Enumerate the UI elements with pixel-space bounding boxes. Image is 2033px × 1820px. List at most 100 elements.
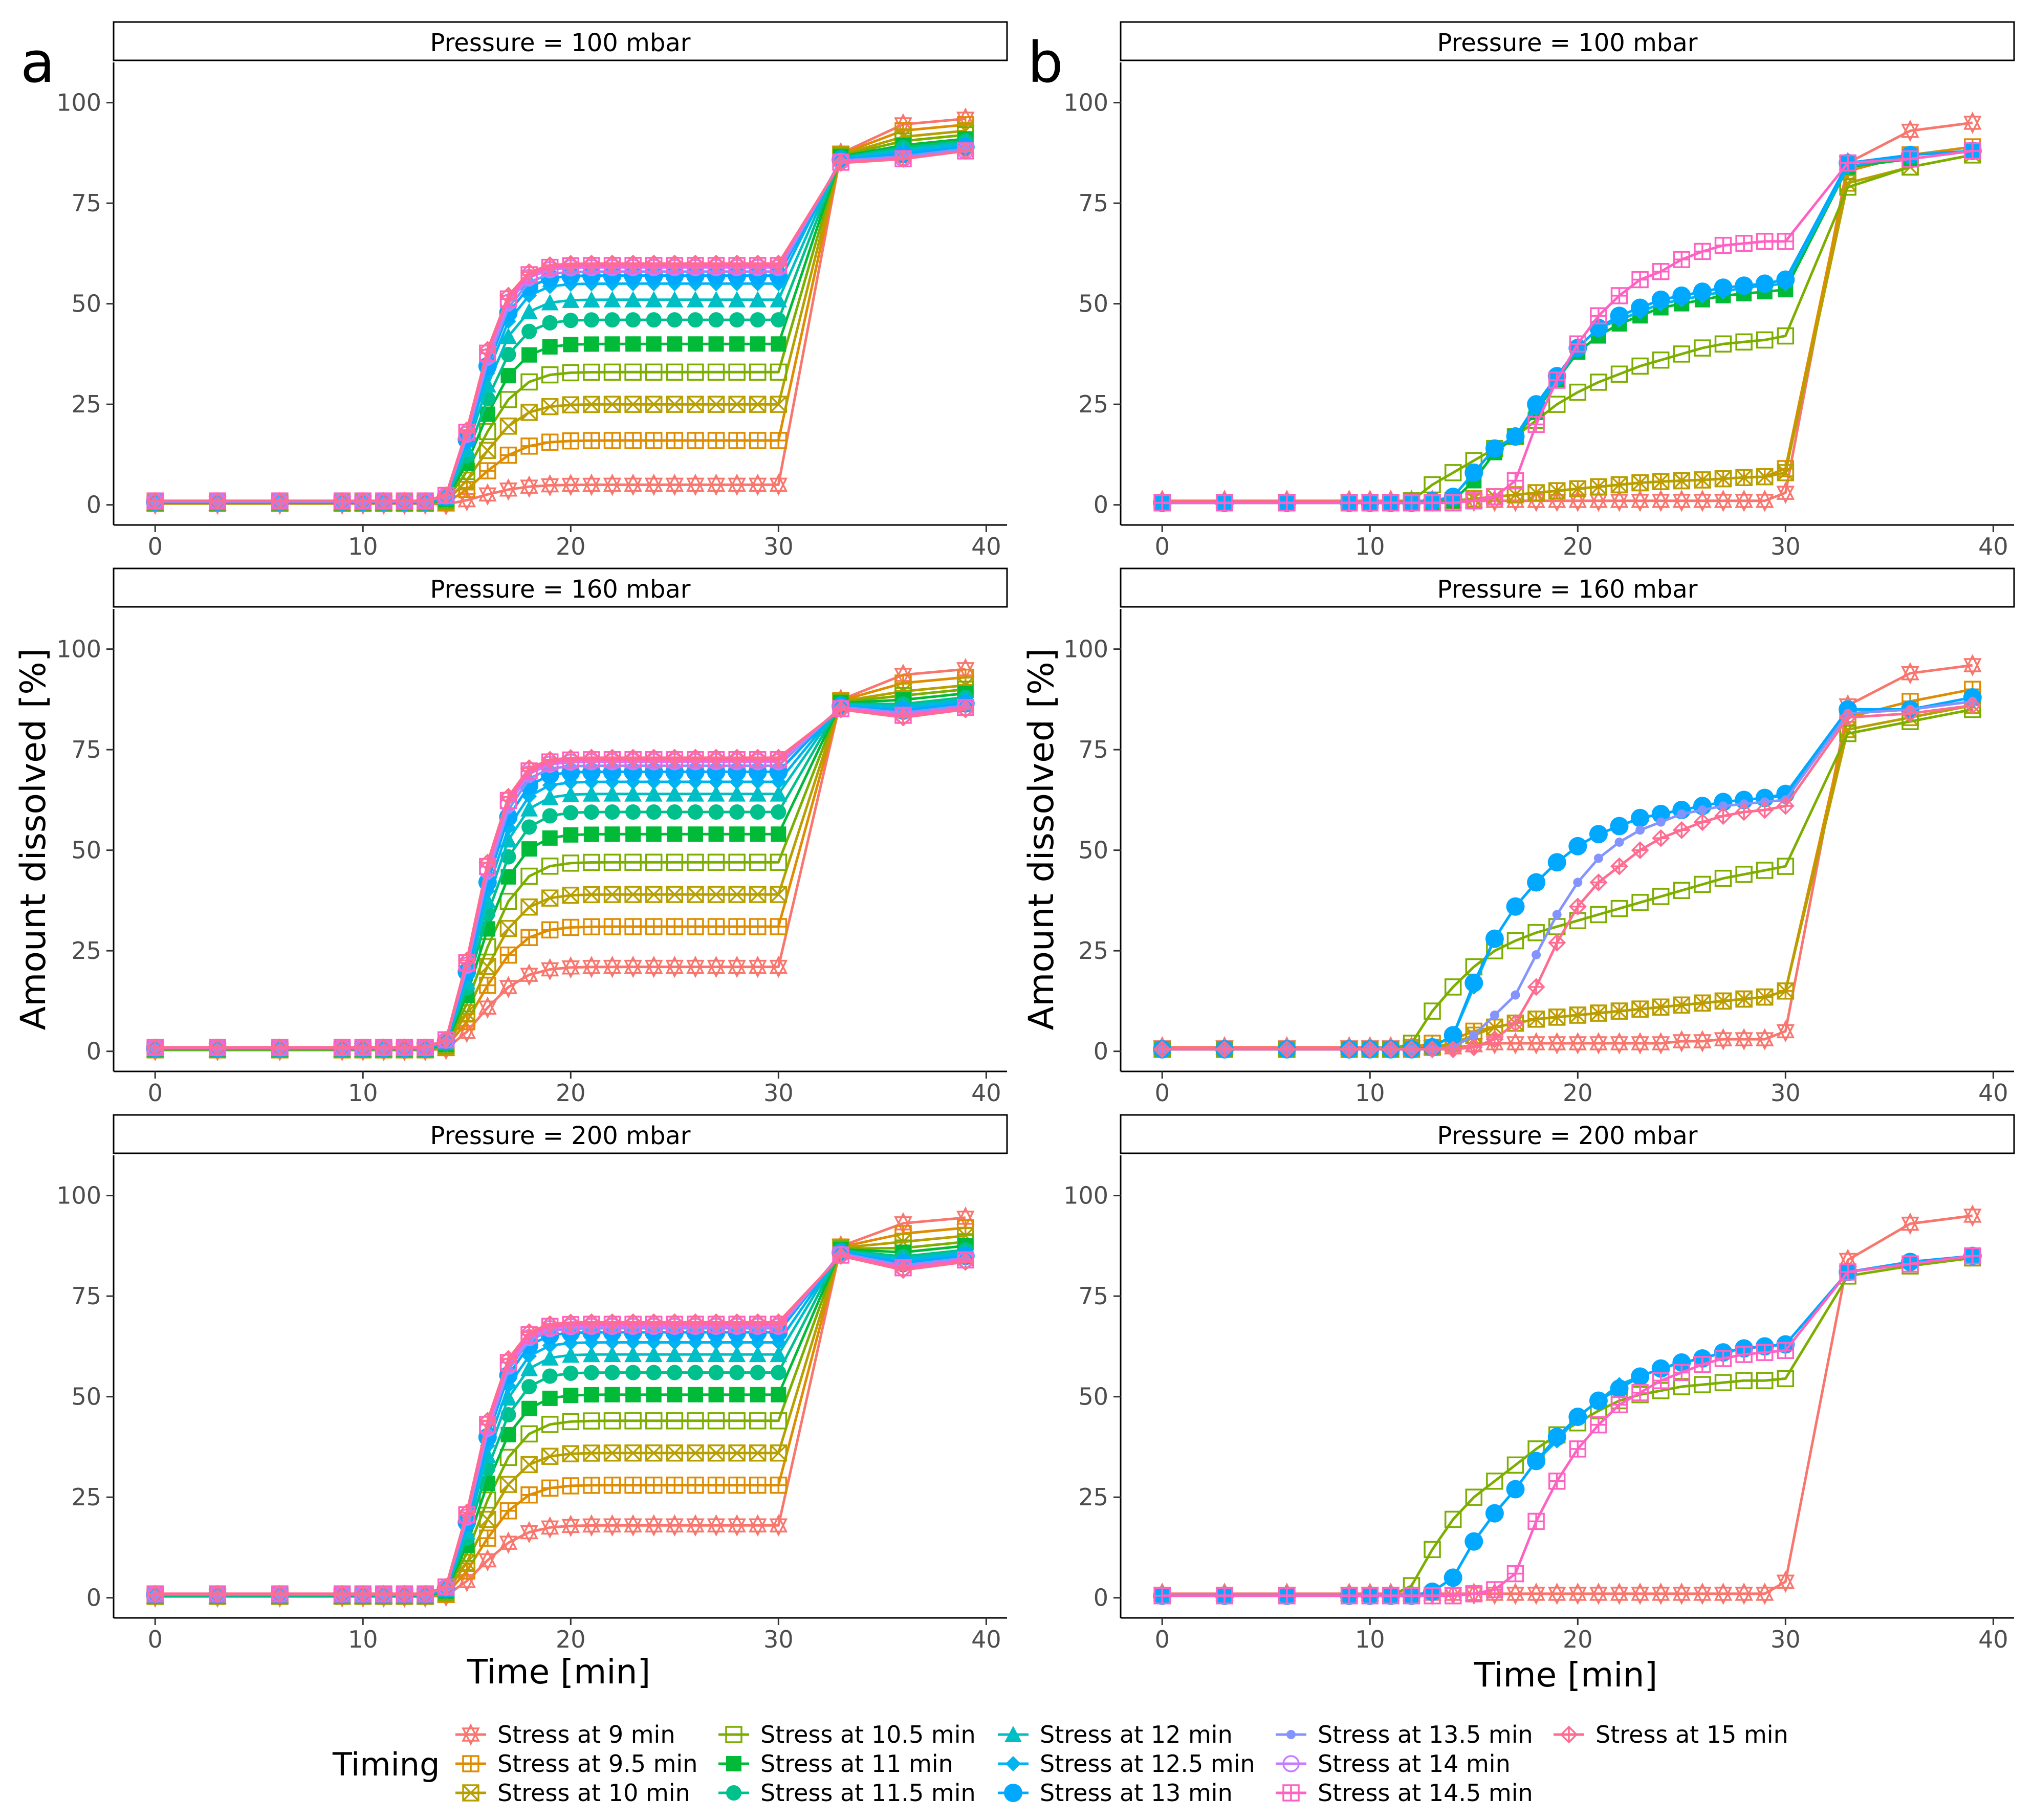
data-point bbox=[1527, 415, 1545, 433]
data-point bbox=[1590, 307, 1607, 324]
data-point bbox=[1590, 478, 1607, 496]
series-line bbox=[1162, 664, 1973, 1049]
data-point bbox=[1652, 998, 1670, 1016]
data-point bbox=[583, 312, 599, 328]
data-point bbox=[728, 853, 746, 871]
legend-label: Stress at 12 min bbox=[1040, 1721, 1233, 1748]
data-point bbox=[561, 749, 580, 767]
data-point bbox=[645, 432, 663, 449]
data-point bbox=[1714, 278, 1733, 297]
data-point bbox=[271, 1038, 289, 1057]
data-point bbox=[1527, 1582, 1545, 1605]
data-point bbox=[1215, 1040, 1234, 1059]
y-tick-label: 100 bbox=[1063, 635, 1108, 663]
y-tick-label: 25 bbox=[1078, 390, 1108, 418]
data-point bbox=[645, 1346, 663, 1363]
data-point bbox=[583, 918, 600, 936]
x-tick-label: 30 bbox=[1770, 1079, 1801, 1107]
y-tick-label: 25 bbox=[1078, 1483, 1108, 1511]
data-point bbox=[1610, 900, 1628, 917]
data-point bbox=[603, 853, 621, 871]
data-point bbox=[1506, 427, 1525, 446]
x-tick-label: 20 bbox=[1563, 533, 1593, 560]
data-point bbox=[520, 1425, 538, 1443]
data-point bbox=[687, 396, 704, 413]
data-point bbox=[562, 886, 580, 904]
data-point bbox=[1672, 286, 1691, 305]
data-point bbox=[582, 1514, 601, 1537]
data-point bbox=[375, 1038, 393, 1057]
data-point bbox=[1714, 489, 1733, 512]
data-point bbox=[521, 1400, 537, 1416]
data-point bbox=[1153, 1040, 1171, 1059]
data-point bbox=[645, 254, 663, 273]
data-point bbox=[1506, 1456, 1524, 1474]
data-point bbox=[479, 462, 496, 479]
data-point bbox=[708, 1387, 724, 1402]
data-point bbox=[1610, 476, 1628, 494]
data-point bbox=[1901, 704, 1919, 722]
data-point bbox=[208, 1038, 227, 1057]
series-stress-at-14.5-min bbox=[1153, 1247, 1981, 1605]
legend-key-marker bbox=[1282, 1755, 1300, 1772]
y-tick-label: 0 bbox=[1094, 1038, 1108, 1065]
data-point bbox=[667, 826, 683, 842]
data-point bbox=[582, 473, 601, 496]
data-point bbox=[1718, 801, 1728, 811]
data-point bbox=[1714, 807, 1733, 825]
data-point bbox=[1756, 801, 1774, 819]
data-point bbox=[686, 785, 704, 802]
y-tick-label: 100 bbox=[1063, 89, 1108, 117]
data-point bbox=[541, 921, 559, 939]
data-point bbox=[562, 396, 580, 413]
data-point bbox=[750, 826, 766, 842]
data-point bbox=[1651, 290, 1670, 309]
data-point bbox=[624, 886, 642, 903]
data-point bbox=[749, 785, 767, 802]
data-point bbox=[1673, 882, 1691, 900]
data-point bbox=[583, 432, 600, 449]
data-point bbox=[1756, 862, 1774, 879]
series-stress-at-15-min bbox=[146, 1247, 975, 1603]
data-point bbox=[1527, 484, 1545, 501]
data-point bbox=[667, 312, 683, 328]
data-point bbox=[604, 336, 620, 352]
data-point bbox=[770, 1444, 788, 1462]
data-point bbox=[354, 492, 372, 510]
legend-label: Stress at 14 min bbox=[1318, 1750, 1511, 1778]
data-point bbox=[1673, 345, 1691, 363]
data-point bbox=[520, 1359, 538, 1376]
data-point bbox=[686, 1346, 704, 1363]
data-point bbox=[1694, 471, 1711, 489]
data-point bbox=[1423, 1040, 1441, 1059]
data-point bbox=[1631, 357, 1649, 375]
data-point bbox=[583, 336, 599, 352]
legend-item: Stress at 11 min bbox=[718, 1750, 953, 1778]
data-point bbox=[750, 1365, 766, 1380]
data-point bbox=[1610, 287, 1628, 304]
legend-item: Stress at 11.5 min bbox=[718, 1779, 976, 1807]
y-tick-label: 100 bbox=[56, 635, 101, 663]
facet-title: Pressure = 100 mbar bbox=[1437, 29, 1698, 57]
data-point bbox=[1548, 933, 1566, 952]
data-point bbox=[1548, 1008, 1566, 1026]
data-point bbox=[665, 473, 684, 496]
data-point bbox=[603, 473, 622, 496]
data-point bbox=[645, 1313, 663, 1331]
x-tick-label: 30 bbox=[763, 1626, 794, 1653]
data-point bbox=[1673, 1364, 1691, 1382]
data-point bbox=[956, 142, 975, 160]
data-point bbox=[1589, 1032, 1608, 1055]
data-point bbox=[770, 886, 788, 903]
data-point bbox=[687, 336, 703, 352]
data-point bbox=[603, 1444, 621, 1462]
legend-label: Stress at 9.5 min bbox=[497, 1750, 697, 1778]
x-tick-label: 40 bbox=[971, 1079, 1001, 1107]
data-point bbox=[1735, 1346, 1753, 1363]
data-point bbox=[563, 1365, 579, 1381]
data-point bbox=[1547, 853, 1566, 872]
y-tick-label: 75 bbox=[71, 189, 101, 217]
y-tick-label: 75 bbox=[71, 736, 101, 763]
x-tick-label: 10 bbox=[1355, 533, 1385, 560]
